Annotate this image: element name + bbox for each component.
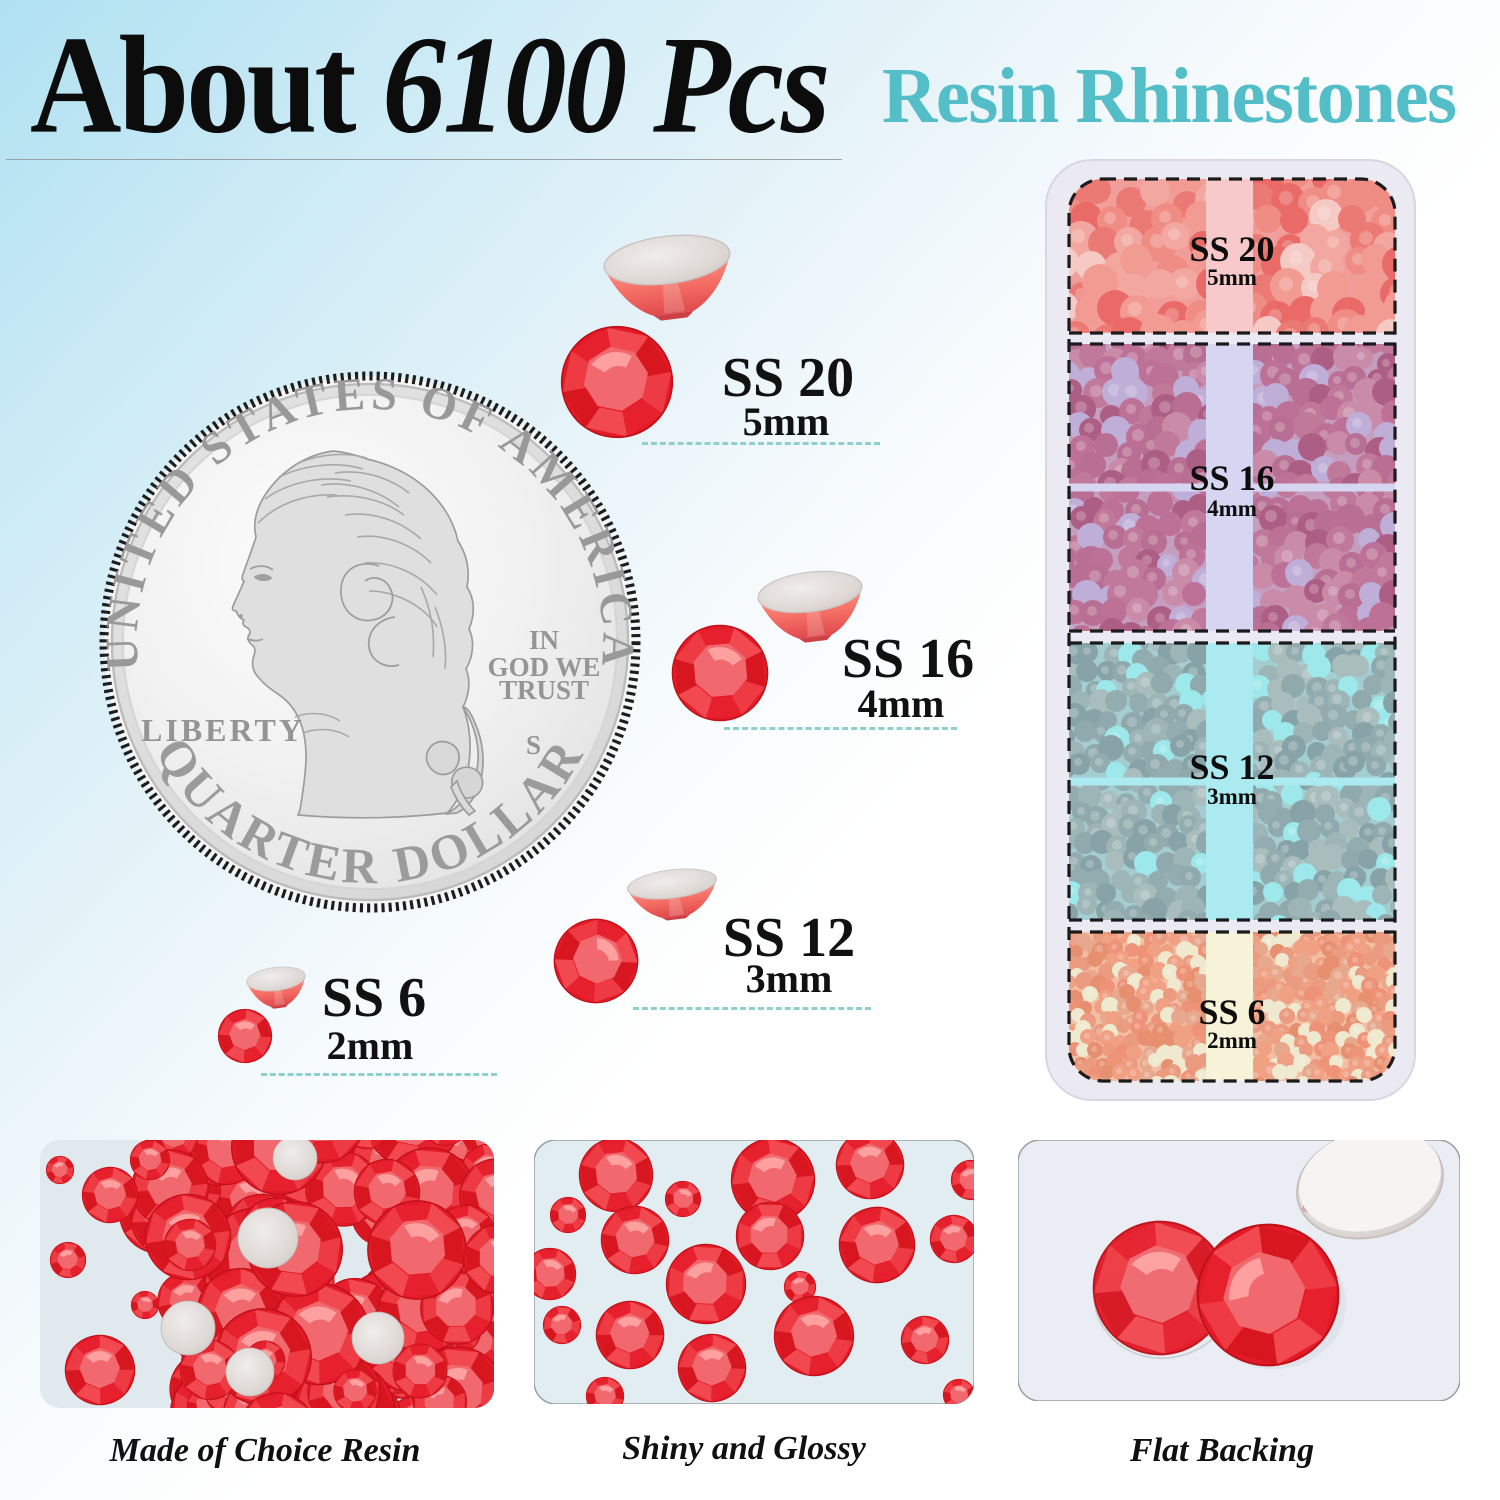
svg-text:SS 16: SS 16 — [1189, 458, 1274, 498]
svg-text:SS 20: SS 20 — [1189, 229, 1274, 269]
svg-text:4mm: 4mm — [1207, 496, 1257, 521]
svg-text:SS 12: SS 12 — [1189, 747, 1274, 787]
svg-text:5mm: 5mm — [1207, 265, 1257, 290]
svg-text:SS 6: SS 6 — [1198, 992, 1265, 1032]
svg-text:S: S — [526, 730, 541, 760]
svg-text:3mm: 3mm — [1207, 784, 1257, 809]
svg-text:LIBERTY: LIBERTY — [141, 712, 305, 748]
svg-text:2mm: 2mm — [1207, 1028, 1257, 1053]
